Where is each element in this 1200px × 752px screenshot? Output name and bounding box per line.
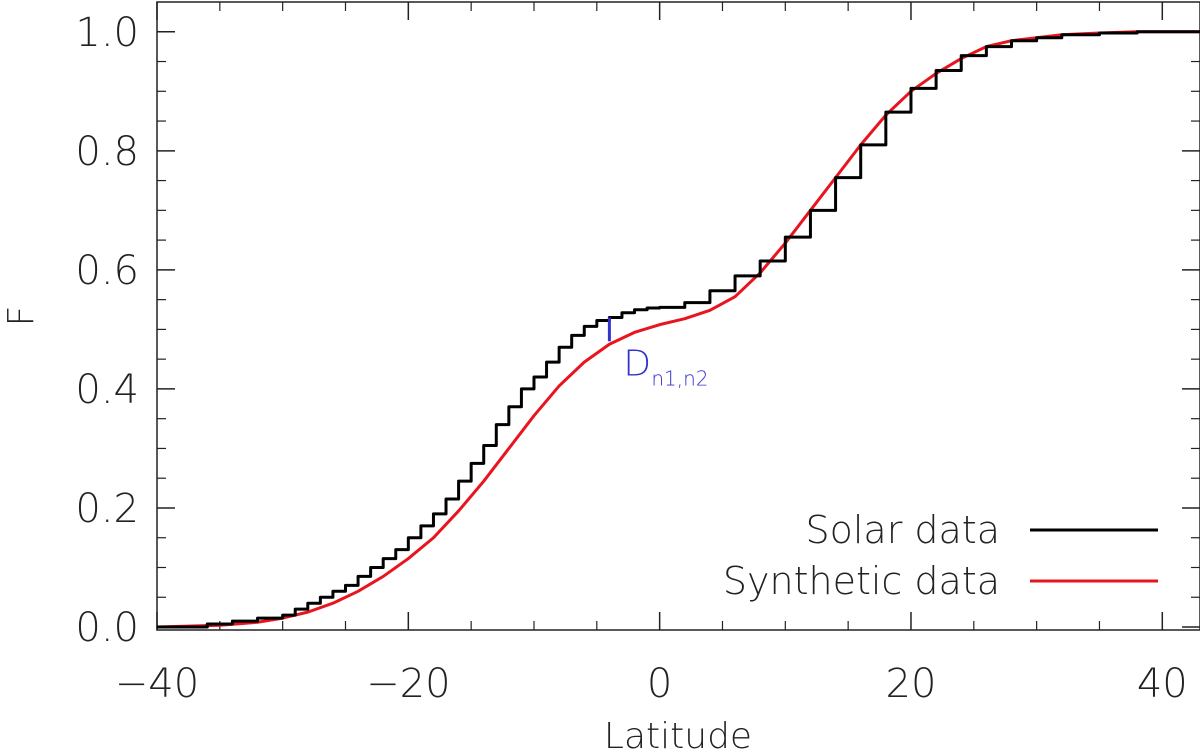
- y-tick-label: 0.6: [75, 248, 139, 294]
- series-line: [156, 30, 1200, 629]
- plot-frame: [156, 1, 1200, 631]
- y-tick-label: 0.4: [75, 367, 139, 413]
- y-axis-title: F: [1, 306, 42, 327]
- x-axis-title: Latitude: [604, 716, 752, 752]
- series-layer: [156, 30, 1200, 629]
- tick-labels: −40 −20 0 20 40 0.0 0.2 0.4 0.6 0.8 1.0: [75, 10, 1187, 707]
- x-tick-label: 0: [647, 661, 672, 707]
- x-tick-label: −40: [115, 661, 199, 707]
- ks-distance-label: D: [623, 343, 651, 384]
- y-tick-label: 0.0: [75, 605, 139, 651]
- y-tick-label: 0.8: [75, 129, 139, 175]
- x-tick-label: −20: [366, 661, 450, 707]
- axis-ticks: [156, 2, 1200, 630]
- x-tick-label: 20: [886, 661, 937, 707]
- series-line: [157, 30, 1200, 629]
- y-tick-label: 1.0: [75, 10, 139, 56]
- legend-label: Solar data: [805, 508, 1000, 552]
- legend-label: Synthetic data: [723, 559, 1000, 603]
- x-tick-label: 40: [1137, 661, 1188, 707]
- legend: Solar data Synthetic data: [723, 508, 1158, 603]
- y-tick-label: 0.2: [75, 486, 139, 532]
- ks-distance-subscript: n1,n2: [651, 366, 708, 390]
